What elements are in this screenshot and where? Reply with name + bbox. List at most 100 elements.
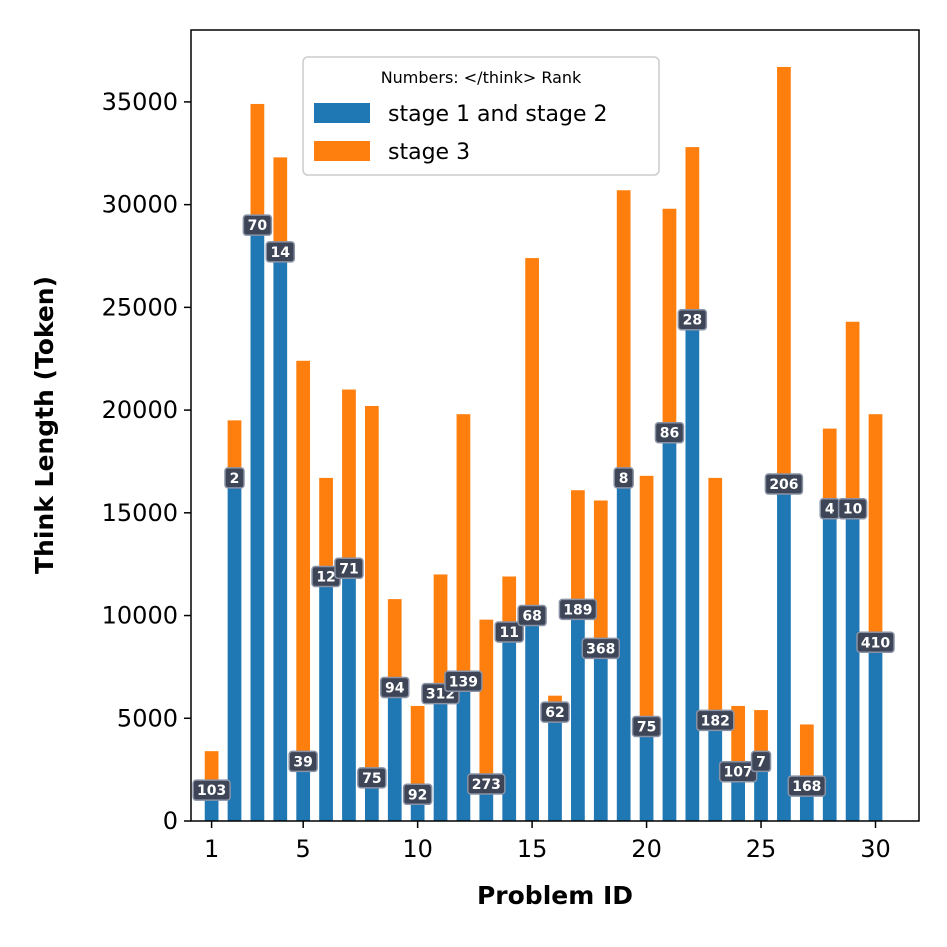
rank-label-text: 8 — [619, 471, 629, 487]
rank-label-6: 12 — [311, 565, 341, 588]
bar-stage12-12 — [456, 681, 471, 821]
x-axis-title: Problem ID — [477, 881, 633, 910]
legend-title: Numbers: </think> Rank — [381, 68, 582, 87]
legend: Numbers: </think> Rank stage 1 and stage… — [302, 56, 660, 176]
legend-label-stage-1-2: stage 1 and stage 2 — [388, 102, 608, 127]
bar-stage12-15 — [525, 615, 539, 821]
bar-stage12-3 — [250, 225, 265, 821]
rank-label-28: 4 — [819, 497, 840, 520]
rank-label-box — [677, 308, 708, 331]
y-tick-label: 20000 — [102, 396, 178, 424]
bar-stage12-24 — [731, 771, 746, 821]
rank-label-20: 75 — [631, 715, 662, 738]
bar-stage12-22 — [685, 319, 700, 821]
bar-stage12-28 — [822, 508, 837, 821]
rank-label-box — [558, 598, 598, 621]
x-tick-label: 10 — [402, 835, 433, 863]
rank-label-15: 68 — [517, 604, 547, 627]
rank-label-box — [288, 750, 318, 773]
rank-label-18: 368 — [581, 637, 621, 660]
bar-stage3-2 — [227, 420, 242, 478]
rank-label-text: 86 — [660, 426, 679, 442]
x-tick-label: 1 — [204, 835, 219, 863]
rank-label-13: 273 — [467, 773, 506, 795]
bar-stage12-16 — [548, 712, 562, 821]
bars-layer — [204, 66, 883, 821]
rank-label-text: 62 — [545, 705, 564, 721]
bar-stage3-3 — [250, 103, 265, 226]
rank-label-text: 368 — [586, 641, 615, 657]
rank-label-text: 39 — [293, 754, 312, 770]
rank-label-box — [696, 709, 735, 732]
rank-label-text: 103 — [197, 783, 226, 799]
bar-stage12-6 — [319, 576, 333, 821]
legend-box — [302, 56, 660, 176]
rank-label-7: 71 — [334, 557, 364, 580]
bar-stage12-7 — [342, 568, 356, 821]
rank-label-text: 71 — [339, 561, 358, 577]
bar-stage12-2 — [227, 477, 242, 821]
bar-stage3-10 — [410, 705, 425, 795]
x-tick-label: 20 — [631, 835, 662, 863]
rank-label-14: 11 — [494, 621, 524, 643]
rank-label-box — [764, 473, 804, 495]
rank-label-box — [581, 637, 621, 660]
bar-stage3-26 — [777, 66, 791, 485]
rank-label-box — [494, 621, 524, 643]
bar-stage12-9 — [387, 687, 402, 821]
rank-label-1: 103 — [192, 779, 231, 801]
rank-label-text: 7 — [756, 754, 766, 770]
rank-label-30: 410 — [856, 631, 895, 654]
rank-label-box — [837, 497, 868, 520]
rank-label-27: 168 — [787, 775, 827, 797]
rank-label-23: 182 — [696, 709, 735, 732]
y-tick-label: 10000 — [102, 602, 178, 630]
rank-label-text: 94 — [385, 680, 405, 696]
rank-label-text: 75 — [637, 719, 656, 735]
x-tick-label: 5 — [296, 835, 311, 863]
rank-label-29: 10 — [837, 497, 868, 520]
bar-stage3-8 — [364, 405, 379, 778]
y-tick-label: 5000 — [117, 704, 178, 732]
bar-stage12-14 — [502, 631, 517, 821]
rank-label-box — [631, 715, 662, 738]
rank-label-box — [379, 676, 410, 699]
bar-stage3-21 — [662, 208, 677, 433]
rank-label-5: 39 — [288, 750, 318, 773]
rank-label-text: 68 — [522, 609, 541, 625]
rank-label-box — [334, 557, 364, 580]
legend-swatch-stage-3 — [314, 141, 370, 161]
bar-stage3-23 — [708, 477, 723, 721]
bar-stage3-7 — [342, 389, 356, 569]
bar-stage3-24 — [731, 705, 746, 772]
rank-label-8: 75 — [357, 767, 387, 789]
bar-stage12-20 — [639, 726, 654, 821]
rank-label-box — [856, 631, 895, 654]
bar-stage3-30 — [868, 414, 883, 643]
rank-label-text: 28 — [683, 313, 702, 329]
rank-label-text: 70 — [248, 218, 268, 234]
bar-stage12-11 — [433, 693, 448, 821]
bar-stage12-18 — [593, 648, 608, 821]
y-tick-label: 0 — [163, 807, 178, 835]
bar-stage3-25 — [754, 710, 768, 762]
rank-label-4: 14 — [265, 241, 296, 263]
bar-stage3-22 — [685, 147, 700, 320]
x-tick-label: 30 — [860, 835, 891, 863]
rank-label-box — [540, 701, 570, 723]
bar-stage3-19 — [616, 190, 631, 478]
rank-label-text: 2 — [230, 471, 240, 487]
rank-label-25: 7 — [750, 750, 772, 773]
bar-stage12-8 — [364, 777, 379, 821]
bar-stage12-23 — [708, 720, 723, 821]
rank-label-text: 168 — [792, 779, 821, 795]
y-tick-label: 30000 — [102, 191, 178, 219]
x-tick-label: 25 — [746, 835, 777, 863]
bar-stage3-18 — [593, 500, 608, 649]
rank-label-box — [467, 773, 506, 795]
bar-stage3-4 — [273, 157, 288, 252]
rank-label-19: 8 — [613, 467, 634, 489]
rank-label-text: 206 — [769, 477, 798, 493]
